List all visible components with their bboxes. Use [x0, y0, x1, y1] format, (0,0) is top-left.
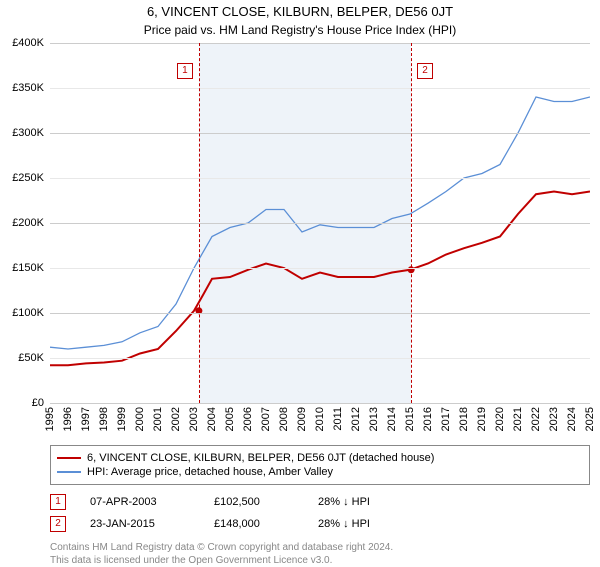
marker-row-price: £102,500 — [214, 496, 294, 508]
footer-attribution: Contains HM Land Registry data © Crown c… — [50, 541, 590, 567]
x-axis-label: 2003 — [188, 407, 200, 431]
marker-row-badge: 2 — [50, 516, 66, 532]
gridline — [50, 268, 590, 269]
gridline — [50, 133, 590, 134]
x-axis-label: 2005 — [224, 407, 236, 431]
y-axis-label: £400K — [12, 37, 50, 49]
marker-badge: 2 — [417, 63, 433, 79]
x-axis-label: 2000 — [134, 407, 146, 431]
chart-subtitle: Price paid vs. HM Land Registry's House … — [0, 23, 600, 37]
x-axis-label: 2019 — [476, 407, 488, 431]
gridline — [50, 43, 590, 44]
x-axis-label: 2007 — [260, 407, 272, 431]
x-axis-label: 2002 — [170, 407, 182, 431]
x-axis-label: 2006 — [242, 407, 254, 431]
x-axis-label: 1995 — [44, 407, 56, 431]
series-property — [50, 192, 590, 366]
gridline — [50, 313, 590, 314]
gridline — [50, 88, 590, 89]
x-axis-label: 2004 — [206, 407, 218, 431]
gridline — [50, 403, 590, 404]
x-axis-label: 2014 — [386, 407, 398, 431]
y-axis-label: £250K — [12, 172, 50, 184]
x-axis-label: 2020 — [494, 407, 506, 431]
x-axis-label: 2023 — [548, 407, 560, 431]
x-axis-label: 2024 — [566, 407, 578, 431]
marker-row-date: 23-JAN-2015 — [90, 518, 190, 530]
x-axis-label: 2011 — [332, 407, 344, 431]
x-axis-label: 1998 — [98, 407, 110, 431]
gridline — [50, 223, 590, 224]
x-axis-label: 2001 — [152, 407, 164, 431]
x-axis-label: 2021 — [512, 407, 524, 431]
x-axis-label: 2012 — [350, 407, 362, 431]
x-axis-label: 2010 — [314, 407, 326, 431]
marker-row-date: 07-APR-2003 — [90, 496, 190, 508]
footer-line-2: This data is licensed under the Open Gov… — [50, 554, 590, 567]
marker-row: 2 23-JAN-2015 £148,000 28% ↓ HPI — [50, 513, 590, 535]
legend-item: HPI: Average price, detached house, Ambe… — [57, 466, 583, 478]
marker-line — [199, 43, 200, 403]
marker-badge: 1 — [177, 63, 193, 79]
y-axis-label: £100K — [12, 307, 50, 319]
legend-item: 6, VINCENT CLOSE, KILBURN, BELPER, DE56 … — [57, 452, 583, 464]
legend-swatch — [57, 457, 81, 459]
gridline — [50, 358, 590, 359]
x-axis-label: 1999 — [116, 407, 128, 431]
gridline — [50, 178, 590, 179]
legend-label: HPI: Average price, detached house, Ambe… — [87, 466, 333, 478]
marker-row-pct: 28% ↓ HPI — [318, 496, 370, 508]
x-axis-label: 1997 — [80, 407, 92, 431]
x-axis-label: 2018 — [458, 407, 470, 431]
x-axis-label: 2017 — [440, 407, 452, 431]
marker-line — [411, 43, 412, 403]
y-axis-label: £300K — [12, 127, 50, 139]
legend-swatch — [57, 471, 81, 473]
legend-label: 6, VINCENT CLOSE, KILBURN, BELPER, DE56 … — [87, 452, 434, 464]
y-axis-label: £150K — [12, 262, 50, 274]
x-axis-label: 1996 — [62, 407, 74, 431]
x-axis-label: 2015 — [404, 407, 416, 431]
chart-title: 6, VINCENT CLOSE, KILBURN, BELPER, DE56 … — [0, 4, 600, 19]
legend: 6, VINCENT CLOSE, KILBURN, BELPER, DE56 … — [50, 445, 590, 485]
marker-row-badge: 1 — [50, 494, 66, 510]
x-axis-label: 2016 — [422, 407, 434, 431]
x-axis-label: 2025 — [584, 407, 596, 431]
marker-row-price: £148,000 — [214, 518, 294, 530]
marker-table: 1 07-APR-2003 £102,500 28% ↓ HPI 2 23-JAN-201… — [50, 491, 590, 535]
footer-line-1: Contains HM Land Registry data © Crown c… — [50, 541, 590, 554]
x-axis-label: 2009 — [296, 407, 308, 431]
y-axis-label: £50K — [18, 352, 50, 364]
x-axis-label: 2022 — [530, 407, 542, 431]
marker-row-pct: 28% ↓ HPI — [318, 518, 370, 530]
x-axis-label: 2008 — [278, 407, 290, 431]
y-axis-label: £350K — [12, 82, 50, 94]
line-chart: £0£50K£100K£150K£200K£250K£300K£350K£400… — [50, 43, 590, 403]
marker-row: 1 07-APR-2003 £102,500 28% ↓ HPI — [50, 491, 590, 513]
x-axis-label: 2013 — [368, 407, 380, 431]
y-axis-label: £200K — [12, 217, 50, 229]
